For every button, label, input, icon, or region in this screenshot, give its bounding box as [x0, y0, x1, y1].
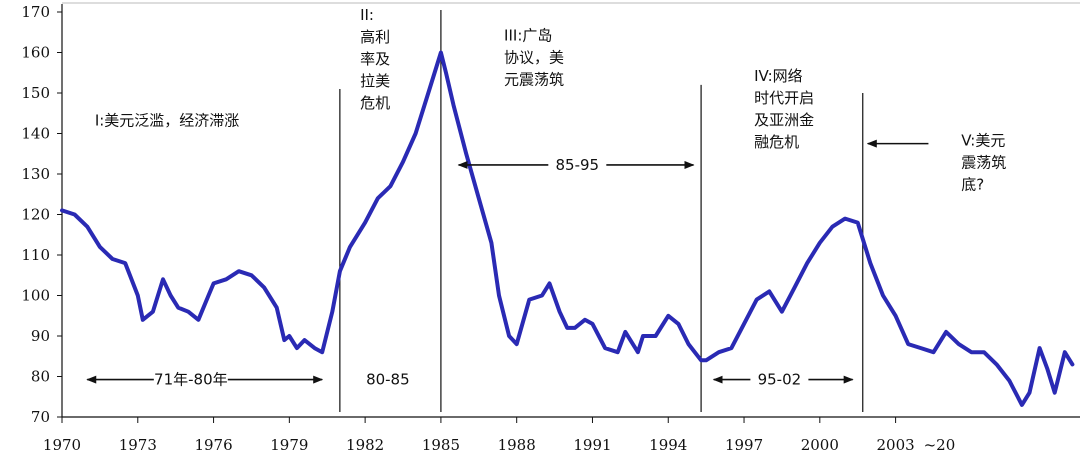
usd-index-series-line	[60, 50, 1075, 407]
x-tick-label: 1985	[422, 436, 460, 451]
period-label: 95-02	[758, 371, 802, 389]
x-tick-label-suffix: ~20	[924, 436, 956, 451]
phase-annotation: I:美元泛滥，经济滞涨	[95, 111, 239, 129]
x-tick-label: 1994	[649, 436, 687, 451]
period-label: 80-85	[366, 371, 410, 389]
x-tick-label: 1970	[43, 436, 81, 451]
y-tick-label: 160	[21, 44, 50, 62]
y-tick-label: 150	[21, 84, 50, 102]
phase-annotation: V:美元震荡筑底?	[961, 132, 1006, 194]
x-tick-label: 1988	[498, 436, 536, 451]
x-tick-label: 1997	[725, 436, 763, 451]
y-tick-label: 90	[31, 327, 50, 345]
x-tick-label: 1982	[346, 436, 384, 451]
phase-annotation: IV:网络时代开启及亚洲金融危机	[754, 67, 814, 151]
x-tick-label: 1991	[573, 436, 611, 451]
x-tick-label: 1979	[270, 436, 308, 451]
y-tick-label: 110	[21, 246, 50, 264]
phase-annotation: II:高利率及拉美危机	[360, 6, 390, 112]
y-tick-label: 170	[21, 3, 50, 21]
y-tick-label: 70	[31, 408, 50, 426]
x-tick-label: 2000	[801, 436, 839, 451]
period-label: 71年-80年	[154, 371, 228, 389]
x-tick-label: 1973	[119, 436, 157, 451]
y-tick-label: 120	[21, 206, 50, 224]
y-tick-label: 130	[21, 165, 50, 183]
phase-annotation: III:广岛协议，美元震荡筑	[504, 26, 564, 88]
y-tick-label: 80	[31, 368, 50, 386]
x-tick-label: 1976	[194, 436, 232, 451]
y-tick-label: 140	[21, 125, 50, 143]
y-tick-label: 100	[21, 287, 50, 305]
x-tick-label: 2003	[877, 436, 915, 451]
period-label: 85-95	[556, 156, 600, 174]
